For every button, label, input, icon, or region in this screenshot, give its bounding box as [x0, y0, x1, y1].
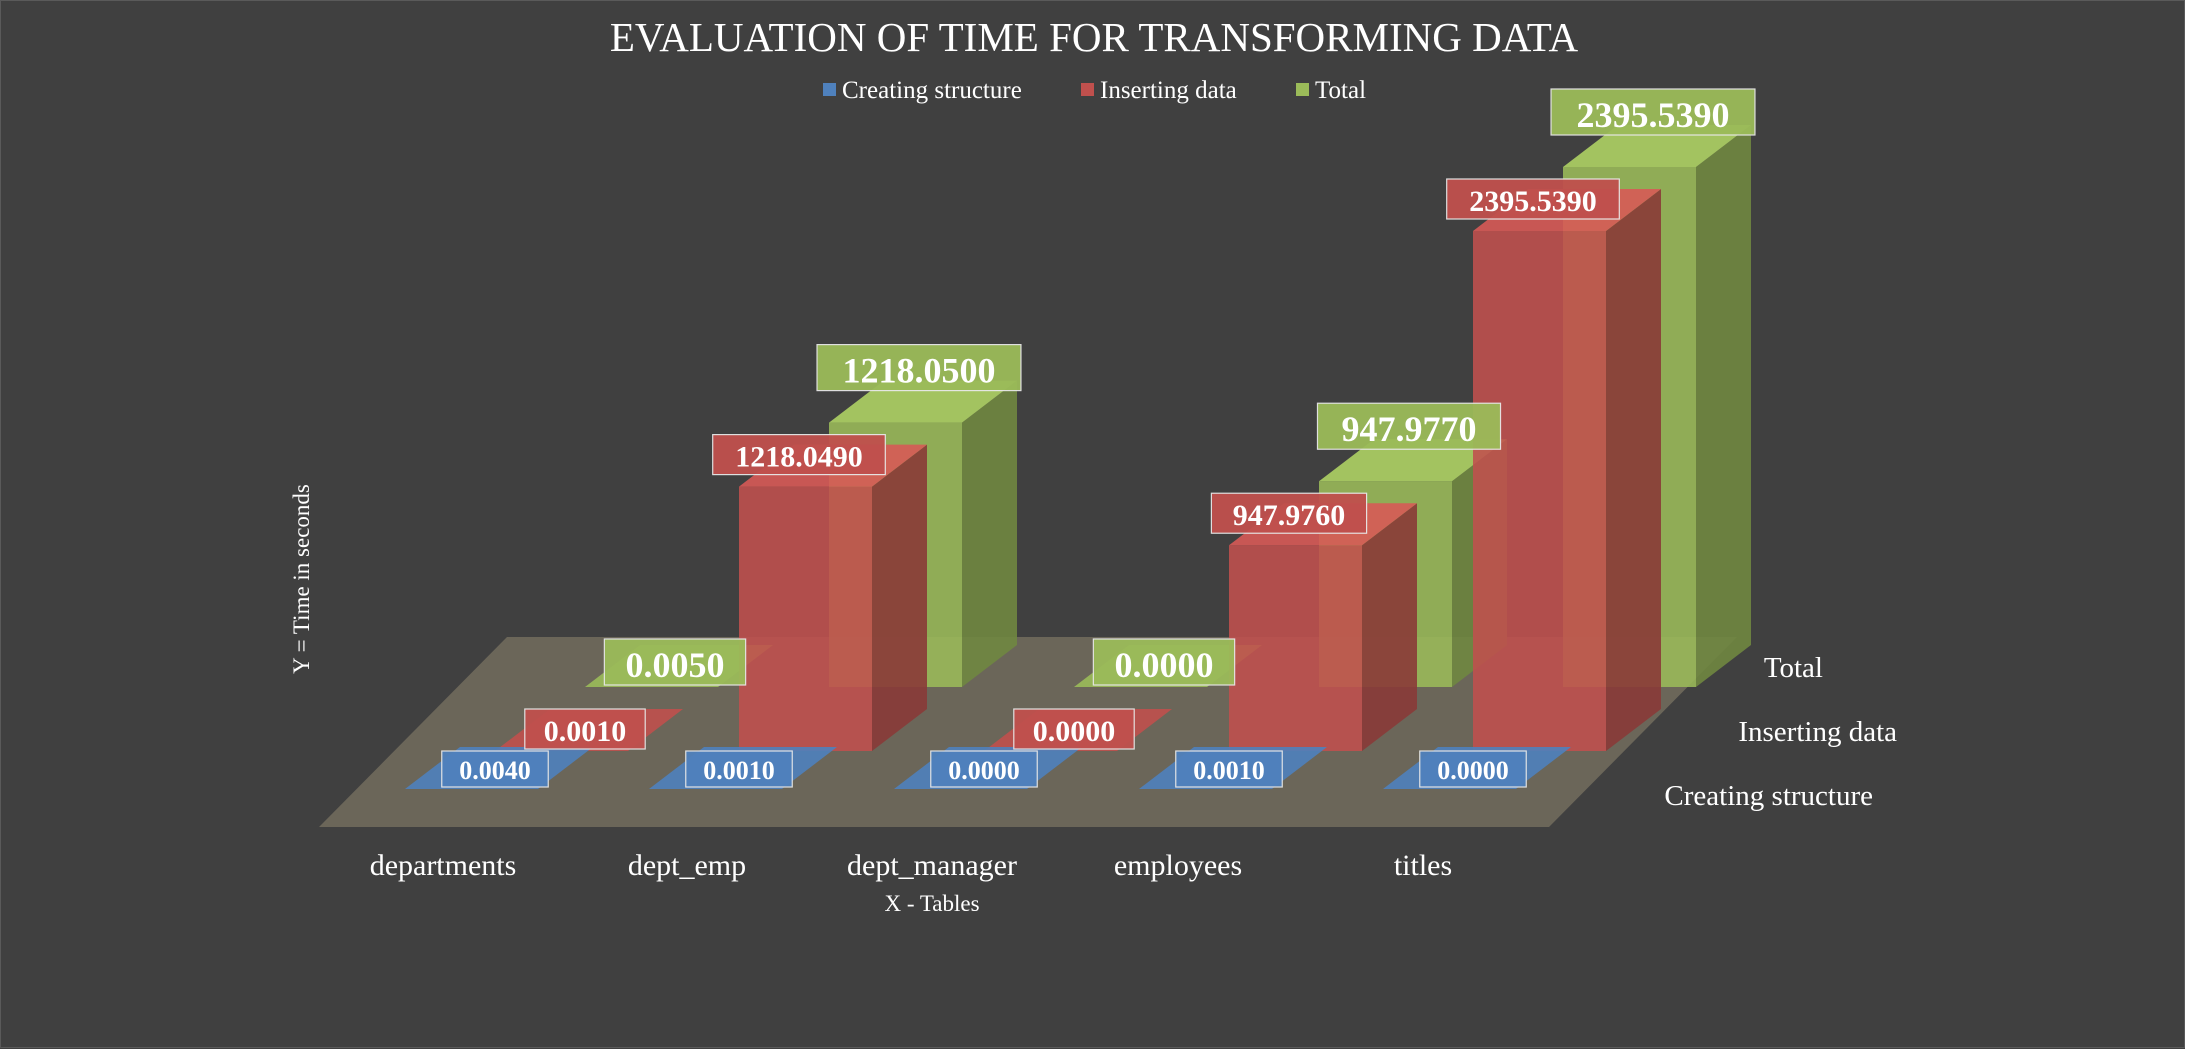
data-label: 2395.5390: [1550, 88, 1756, 136]
data-label-box: [685, 750, 793, 788]
data-label-value: 0.0010: [544, 715, 627, 748]
legend: Creating structure Inserting data Total: [823, 77, 1366, 104]
data-label-value: 0.0000: [1115, 645, 1214, 685]
data-label-box: [441, 750, 549, 788]
bar-front: [739, 486, 872, 751]
legend-swatch: [1296, 83, 1309, 96]
x-axis-title: X - Tables: [884, 891, 979, 916]
category-tick-label: departments: [370, 849, 517, 882]
data-label-box: [1316, 402, 1502, 450]
data-label-value: 0.0000: [1437, 756, 1509, 785]
data-label-value: 2395.5390: [1577, 95, 1730, 135]
bar-inserting-data-employees: [1229, 503, 1417, 751]
bar-front: [1229, 545, 1362, 751]
chart-title: EVALUATION OF TIME FOR TRANSFORMING DATA: [610, 14, 1579, 60]
bar-side: [1362, 503, 1417, 751]
bar-side: [1696, 125, 1751, 687]
data-label: 0.0000: [1092, 638, 1236, 686]
legend-swatch: [1081, 83, 1094, 96]
data-label-value: 1218.0490: [735, 441, 863, 474]
data-label-value: 2395.5390: [1469, 185, 1597, 218]
data-label: 0.0010: [685, 750, 793, 788]
data-labels: 0.0040 0.0010 0.0000 0.0010 0.0000 0.0010 1218…: [441, 88, 1756, 788]
data-label-box: [1175, 750, 1283, 788]
data-label-box: [1013, 708, 1135, 750]
bar-inserting-data-titles: [1473, 189, 1661, 751]
bar-side: [872, 444, 927, 751]
data-label-value: 0.0010: [1193, 756, 1265, 785]
data-label-box: [1419, 750, 1527, 788]
data-label: 0.0040: [441, 750, 549, 788]
data-label-value: 947.9770: [1342, 409, 1477, 449]
series-axis-label: Creating structure: [1664, 780, 1873, 812]
legend-label: Total: [1315, 77, 1366, 104]
category-tick-label: titles: [1394, 849, 1452, 882]
category-tick-label: employees: [1114, 849, 1242, 882]
data-label-value: 1218.0500: [843, 351, 996, 391]
bar-side: [1606, 189, 1661, 751]
series-axis-label: Inserting data: [1738, 716, 1897, 748]
bar-side: [962, 380, 1017, 687]
data-label: 0.0010: [524, 708, 646, 750]
data-label: 0.0010: [1175, 750, 1283, 788]
legend-swatch: [823, 83, 836, 96]
category-tick-label: dept_manager: [847, 849, 1017, 882]
data-label: 0.0000: [1419, 750, 1527, 788]
category-axis: departments dept_emp dept_manager employees…: [370, 849, 1452, 882]
bar-inserting-data-dept_emp: [739, 444, 927, 751]
data-label-box: [524, 708, 646, 750]
data-label-box: [1550, 88, 1756, 136]
legend-label: Inserting data: [1100, 77, 1237, 104]
data-label-box: [1210, 492, 1368, 534]
data-label: 0.0000: [1013, 708, 1135, 750]
data-label: 1218.0490: [712, 433, 886, 476]
category-tick-label: dept_emp: [628, 849, 746, 882]
data-label-box: [1446, 178, 1620, 220]
data-label-value: 0.0000: [1033, 715, 1116, 748]
data-label-value: 947.9760: [1233, 499, 1346, 532]
data-label-box: [712, 433, 886, 476]
data-label-value: 0.0040: [459, 756, 531, 785]
data-label-box: [603, 638, 747, 686]
data-label: 0.0050: [603, 638, 747, 686]
data-label: 947.9760: [1210, 492, 1368, 534]
legend-label: Creating structure: [842, 77, 1022, 104]
data-label-value: 0.0010: [703, 756, 775, 785]
data-label-value: 0.0000: [948, 756, 1020, 785]
data-label: 0.0000: [930, 750, 1038, 788]
data-label-box: [930, 750, 1038, 788]
series-axis: Creating structure Inserting data Total: [1664, 652, 1897, 812]
data-label-value: 0.0050: [626, 645, 725, 685]
y-axis-title: Y = Time in seconds: [289, 484, 314, 674]
data-label: 947.9770: [1316, 402, 1502, 450]
series-axis-label: Total: [1764, 652, 1823, 684]
data-label-box: [1092, 638, 1236, 686]
bar-front: [1473, 231, 1606, 751]
data-label: 2395.5390: [1446, 178, 1620, 220]
data-label-box: [816, 343, 1022, 392]
data-label: 1218.0500: [816, 343, 1022, 392]
